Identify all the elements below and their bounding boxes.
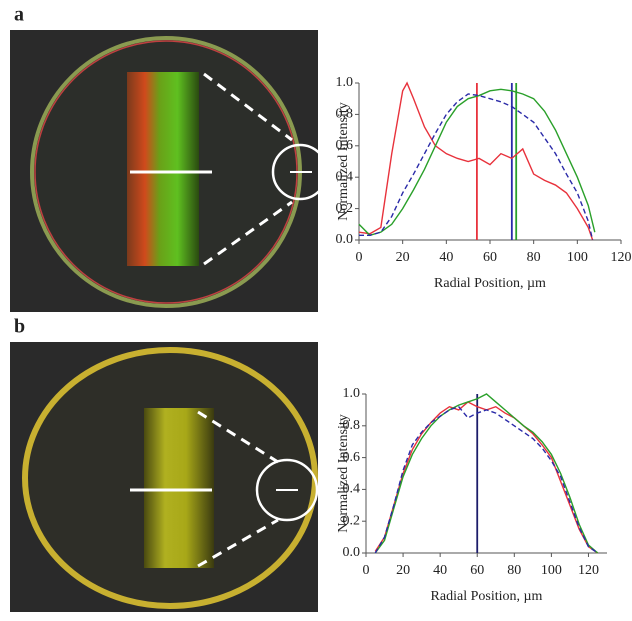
x-tick-label: 20	[396, 250, 410, 265]
y-tick-label: 1.0	[343, 386, 361, 401]
y-tick-label: 0.4	[343, 482, 361, 497]
y-tick-label: 0.4	[336, 169, 354, 184]
y-axis-label: Normalized Intensity	[336, 102, 351, 221]
y-tick-label: 1.0	[336, 75, 354, 90]
y-tick-label: 0.2	[343, 513, 361, 528]
y-tick-label: 0.0	[336, 232, 354, 247]
x-tick-label: 40	[433, 563, 447, 578]
x-tick-label: 100	[541, 563, 562, 578]
x-axis-label: Radial Position, µm	[431, 589, 543, 604]
y-tick-label: 0.0	[343, 545, 361, 560]
series-line	[358, 81, 594, 241]
series-line	[374, 405, 599, 554]
x-tick-label: 0	[356, 250, 363, 265]
x-tick-label: 120	[611, 250, 632, 265]
y-tick-label: 0.8	[336, 107, 354, 122]
x-tick-label: 120	[578, 563, 599, 578]
series-line	[359, 93, 594, 241]
panel-label: b	[14, 316, 25, 338]
y-axis-label: Normalized Intensity	[336, 414, 351, 533]
x-tick-label: 100	[567, 250, 588, 265]
y-tick-label: 0.6	[336, 138, 354, 153]
y-tick-label: 0.8	[343, 418, 361, 433]
x-axis-label: Radial Position, µm	[434, 276, 546, 291]
x-tick-label: 80	[527, 250, 541, 265]
series-line	[358, 88, 596, 237]
x-tick-label: 0	[363, 563, 370, 578]
y-tick-label: 0.6	[343, 450, 361, 465]
x-tick-label: 60	[483, 250, 497, 265]
y-tick-label: 0.2	[336, 201, 354, 216]
x-tick-label: 80	[507, 563, 521, 578]
x-tick-label: 40	[439, 250, 453, 265]
x-tick-label: 20	[396, 563, 410, 578]
panel-label: a	[14, 4, 24, 26]
series-line	[374, 393, 599, 554]
micrograph-b	[10, 342, 319, 612]
series-line	[374, 401, 599, 554]
micrograph-a	[10, 30, 329, 312]
x-tick-label: 60	[470, 563, 484, 578]
